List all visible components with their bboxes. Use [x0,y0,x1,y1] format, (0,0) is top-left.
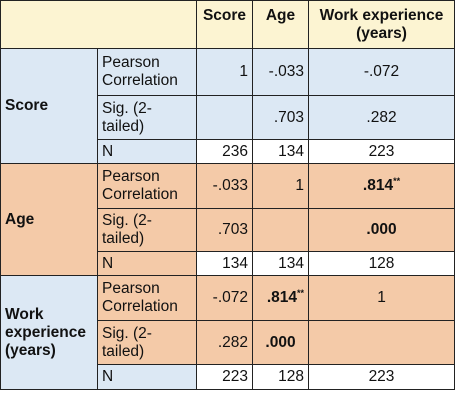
cell-value: .814 [266,289,297,306]
stat-label-sig: Sig. (2-tailed) [97,320,197,365]
cell-score: -.072 [196,275,253,321]
header-corner [0,0,197,49]
cell-age: 134 [252,139,309,164]
cell-work: .282 [308,95,455,140]
stat-label-pearson: Pearson Correlation [97,275,197,321]
cell-score: 223 [196,364,253,390]
header-row: Score Age Work experience (years) [0,0,455,49]
cell-value: .814 [362,177,394,194]
cell-age: -.033 [252,48,309,96]
cell-work: 1 [308,275,455,321]
stat-label-sig: Sig. (2-tailed) [97,208,197,252]
significance-marker: ** [393,176,401,186]
cell-score: 134 [196,251,253,276]
cell-score: .703 [196,208,253,252]
stat-label-pearson: Pearson Correlation [97,48,197,96]
cell-work: -.072 [308,48,455,96]
cell-age: 134 [252,251,309,276]
cell-work: 223 [308,139,455,164]
table-row: Score Pearson Correlation 1 -.033 -.072 [0,48,455,164]
cell-work: 223 [308,364,455,390]
table-row: N 236 134 223 [1,139,455,164]
cell-work: 128 [308,251,455,276]
cell-age: .000 [252,320,309,365]
cell-age: 1 [252,163,309,209]
stat-label-n: N [97,251,197,276]
cell-work [308,320,455,365]
cell-age: 128 [252,364,309,390]
table-row: Work experience (years) Pearson Correlat… [0,275,455,390]
cell-score: 236 [196,139,253,164]
cell-age: .814** [252,275,309,321]
stat-label-n: N [97,139,197,164]
table-row: Sig. (2-tailed) .703 .282 [1,95,455,140]
col-header-score: Score [196,0,253,49]
cell-score [196,95,253,140]
significance-marker: ** [296,288,304,298]
cell-age [252,208,309,252]
cell-age: .703 [252,95,309,140]
cell-work: .000 [308,208,455,252]
col-header-age: Age [252,0,309,49]
table-row: Age Pearson Correlation -.033 1 .814** [0,163,455,276]
row-group-work-experience: Work experience (years) [0,275,98,390]
cell-work: .814** [308,163,455,209]
stat-label-n: N [97,364,197,390]
row-group-age: Age [0,163,98,276]
stat-label-sig: Sig. (2-tailed) [97,95,197,140]
row-group-score: Score [0,48,98,164]
correlation-table: Score Age Work experience (years) Score … [0,0,455,390]
stat-label-pearson: Pearson Correlation [97,163,197,209]
cell-score: 1 [196,48,253,96]
table-row: N 223 128 223 [1,364,455,390]
col-header-work-experience: Work experience (years) [308,0,455,49]
table-row: N 134 134 128 [1,251,455,276]
table-row: Sig. (2-tailed) .282 .000 [1,320,455,365]
cell-score: -.033 [196,163,253,209]
cell-score: .282 [196,320,253,365]
